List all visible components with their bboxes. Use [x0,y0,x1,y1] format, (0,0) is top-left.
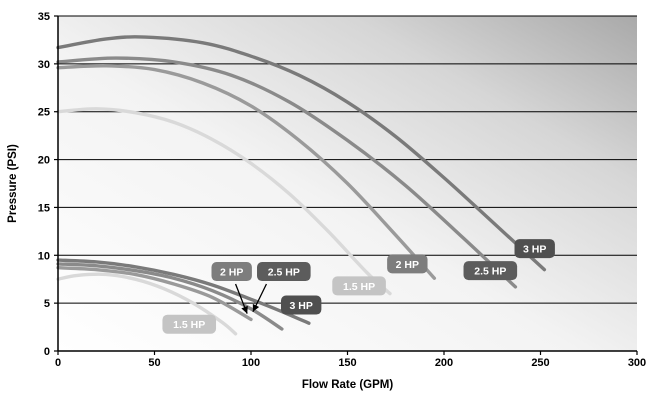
label-text-1_5-hp: 1.5 HP [343,281,375,293]
label-text-2-hp: 2 HP [396,259,419,271]
y-tick-label-0: 0 [44,346,50,358]
label-badge-2_5-hp [463,261,518,281]
y-tick-label-25: 25 [38,107,50,119]
label-text-2-hp: 2 HP [220,267,243,279]
y-tick-label-30: 30 [38,59,50,71]
curve-low-2_5-hp [56,262,284,331]
curve-low-3-hp [56,258,311,325]
label-text-1_5-hp: 1.5 HP [173,319,205,331]
label-badge-1_5-hp [162,314,217,334]
label-text-2_5-hp: 2.5 HP [268,267,300,279]
curve-low-2-hp [56,266,253,322]
tick-labels: 0 50 100 150 200 250 300 0 5 10 15 20 25 30 35 [38,11,646,369]
label-badge-3-hp [514,239,555,259]
label-badge-2-hp [211,262,252,282]
y-axis-label: Pressure (PSI) [7,144,19,223]
label-badge-3-hp [280,295,322,315]
label-badge-2_5-hp [257,262,311,282]
arrow-head-1 [252,303,260,312]
x-tick-label-150: 150 [338,357,356,369]
curve-low-1_5-hp [56,272,238,336]
curve-high-2_5-hp [56,56,518,289]
x-tick-label-250: 250 [531,357,549,369]
series-group [56,35,547,336]
y-tick-label-20: 20 [38,155,50,167]
label-badge-2-hp [387,254,428,274]
x-tick-label-100: 100 [242,357,260,369]
y-tick-label-15: 15 [38,202,50,214]
label-badge-1_5-hp [332,276,386,296]
x-tick-label-50: 50 [148,357,160,369]
arrow-head-0 [241,305,248,314]
curve-high-1_5-hp [56,107,392,296]
curve-high-2-hp [56,64,437,280]
x-axis-label: Flow Rate (GPM) [302,379,394,391]
arrows-group [234,283,268,314]
y-tick-label-5: 5 [44,298,50,310]
y-tick-label-10: 10 [38,250,50,262]
x-tick-label-0: 0 [55,357,61,369]
curve-high-3-hp [56,35,547,272]
gridlines [58,15,637,304]
annotation-labels: 3 HP 2.5 HP 2 HP 1.5 HP 2 HP 2.5 HP 3 HP 1.5 HP [162,239,555,334]
x-tick-label-300: 300 [628,357,646,369]
x-tick-label-200: 200 [435,357,453,369]
y-tick-label-35: 35 [38,11,50,23]
label-text-3-hp: 3 HP [290,300,313,312]
label-text-2_5-hp: 2.5 HP [474,266,506,278]
label-text-3-hp: 3 HP [523,244,546,256]
